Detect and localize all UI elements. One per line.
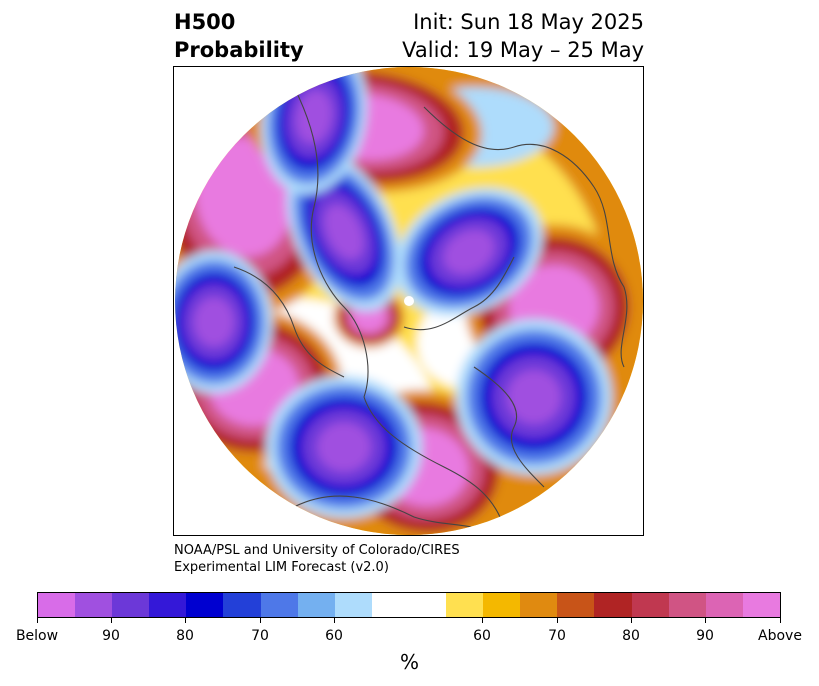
init-date-label: Init: Sun 18 May 2025 [413, 10, 644, 34]
colorbar-tick-mark [334, 618, 335, 623]
colorbar-tick-mark [482, 618, 483, 623]
above-core [195, 137, 293, 257]
probability-map [175, 67, 643, 535]
colorbar-tick-mark [37, 618, 38, 623]
below-core [324, 204, 364, 260]
colorbar-tick-mark [780, 618, 781, 623]
colorbar-unit: % [399, 650, 419, 674]
title-right: Init: Sun 18 May 2025 Valid: 19 May – 25… [402, 8, 644, 64]
colorbar-swatch [297, 593, 335, 617]
title-left: H500 Probability [174, 8, 304, 64]
colorbar-swatch [705, 593, 743, 617]
colorbar-swatch [483, 593, 521, 617]
below-core [295, 90, 333, 144]
colorbar-tick-label: 60 [325, 628, 343, 644]
coastline-path [473, 366, 545, 488]
colorbar-swatch [371, 593, 447, 617]
colorbar-tick-mark [557, 618, 558, 623]
colorbar-swatch [75, 593, 113, 617]
colorbar-swatch [520, 593, 558, 617]
colorbar-tick-label: 90 [102, 628, 120, 644]
coastline-path [423, 106, 595, 188]
colorbar [37, 592, 781, 618]
colorbar-swatch [668, 593, 706, 617]
product-label: Probability [174, 38, 304, 62]
below-core [317, 422, 371, 472]
colorbar-tick-mark [111, 618, 112, 623]
map-panel [173, 66, 644, 536]
colorbar-swatch [594, 593, 632, 617]
coastline-path [593, 186, 628, 368]
probability-field [175, 67, 643, 535]
colorbar-swatch [223, 593, 261, 617]
colorbar-swatch [631, 593, 669, 617]
colorbar-swatch [149, 593, 187, 617]
below-core [443, 229, 495, 275]
colorbar-swatch [186, 593, 224, 617]
colorbar-tick-label: 60 [473, 628, 491, 644]
pole-marker [404, 296, 414, 306]
coastline-path [403, 256, 515, 331]
colorbar-swatch [260, 593, 298, 617]
colorbar-tick-label: Above [758, 628, 802, 644]
colorbar-swatch [112, 593, 150, 617]
colorbar-swatch [742, 593, 780, 617]
colorbar-tick-mark [185, 618, 186, 623]
colorbar-tick-mark [260, 618, 261, 623]
colorbar-tick-label: 90 [696, 628, 714, 644]
colorbar-tick-label: 80 [176, 628, 194, 644]
colorbar-tick-label: 70 [251, 628, 269, 644]
colorbar-tick-label: 70 [548, 628, 566, 644]
coastlines [233, 86, 628, 535]
coastline-path [233, 266, 345, 378]
colorbar-swatch [557, 593, 595, 617]
colorbar-swatch [334, 593, 372, 617]
credit-text: NOAA/PSL and University of Colorado/CIRE… [174, 542, 460, 576]
below-core [193, 297, 235, 347]
colorbar-swatch [446, 593, 484, 617]
colorbar-tick-mark [631, 618, 632, 623]
valid-range-label: Valid: 19 May – 25 May [402, 38, 644, 62]
credit-line1: NOAA/PSL and University of Colorado/CIRE… [174, 543, 460, 558]
colorbar-swatch [38, 593, 76, 617]
coastline-path [293, 86, 369, 398]
credit-line2: Experimental LIM Forecast (v2.0) [174, 560, 389, 575]
below-core [507, 370, 561, 424]
colorbar-tick-label: Below [15, 628, 59, 644]
colorbar-tick-label: 80 [622, 628, 640, 644]
colorbar-tick-mark [705, 618, 706, 623]
variable-label: H500 [174, 10, 236, 34]
coastline-path [363, 396, 505, 528]
